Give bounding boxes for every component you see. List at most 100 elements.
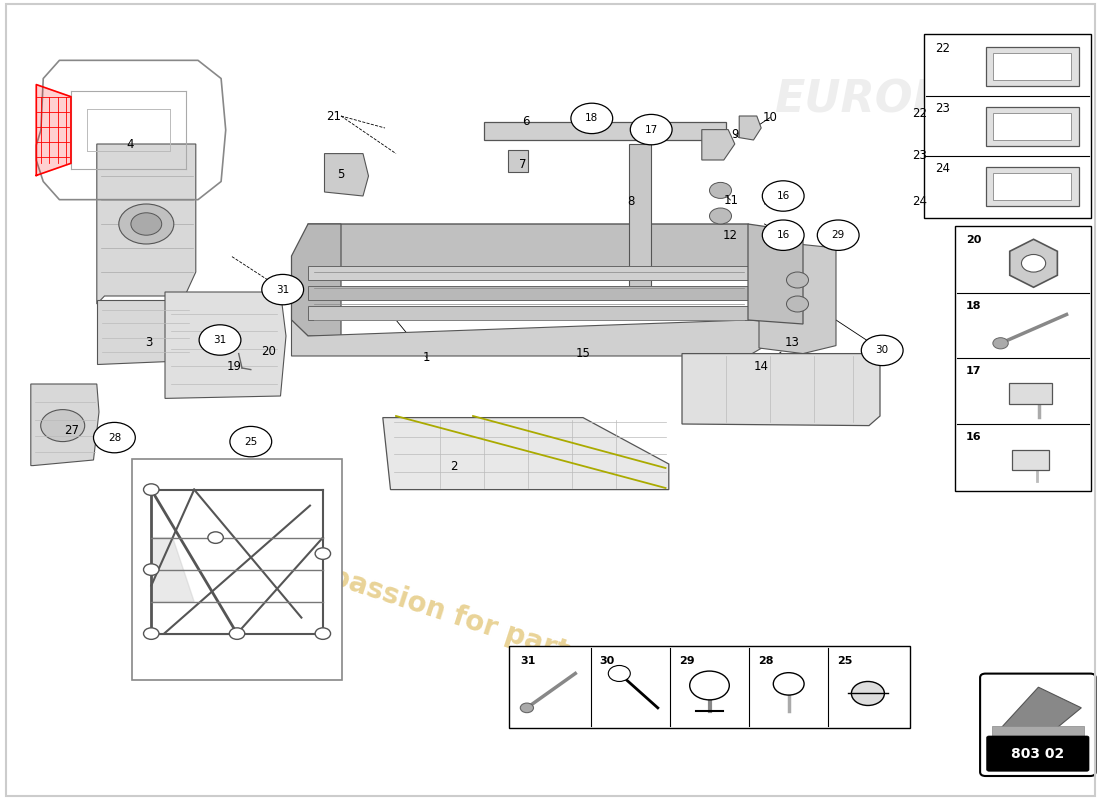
FancyBboxPatch shape — [509, 646, 910, 728]
Text: 27: 27 — [64, 424, 79, 437]
FancyBboxPatch shape — [132, 459, 342, 680]
Polygon shape — [759, 240, 836, 354]
Polygon shape — [36, 85, 72, 175]
Circle shape — [41, 410, 85, 442]
Text: 803 02: 803 02 — [1011, 747, 1065, 762]
FancyBboxPatch shape — [980, 674, 1096, 776]
Circle shape — [230, 426, 272, 457]
Polygon shape — [292, 320, 803, 356]
Text: 20: 20 — [966, 235, 981, 245]
Circle shape — [710, 182, 732, 198]
Polygon shape — [999, 687, 1081, 730]
Circle shape — [630, 114, 672, 145]
Circle shape — [119, 204, 174, 244]
Circle shape — [710, 208, 732, 224]
Text: 23: 23 — [912, 149, 927, 162]
Circle shape — [262, 274, 304, 305]
Text: 28: 28 — [758, 656, 773, 666]
Circle shape — [571, 103, 613, 134]
Circle shape — [143, 628, 160, 639]
Circle shape — [143, 484, 160, 495]
Text: 16: 16 — [777, 191, 790, 201]
Text: 25: 25 — [244, 437, 257, 446]
FancyBboxPatch shape — [993, 173, 1071, 201]
Polygon shape — [31, 384, 99, 466]
Polygon shape — [308, 286, 748, 300]
Polygon shape — [484, 122, 726, 140]
Text: 16: 16 — [777, 230, 790, 240]
FancyBboxPatch shape — [955, 226, 1091, 491]
Text: 31: 31 — [520, 656, 536, 666]
FancyBboxPatch shape — [993, 53, 1071, 80]
FancyBboxPatch shape — [986, 167, 1079, 206]
FancyBboxPatch shape — [924, 34, 1091, 218]
Text: 4: 4 — [126, 138, 133, 150]
Text: 12: 12 — [723, 229, 738, 242]
Circle shape — [690, 671, 729, 700]
Text: 18: 18 — [585, 114, 598, 123]
Circle shape — [315, 548, 331, 559]
Circle shape — [851, 682, 884, 706]
Text: 21: 21 — [326, 110, 341, 122]
Circle shape — [143, 564, 160, 575]
FancyBboxPatch shape — [1010, 383, 1053, 404]
Text: 8: 8 — [628, 195, 635, 208]
Polygon shape — [97, 144, 196, 304]
Polygon shape — [682, 354, 880, 426]
Text: 30: 30 — [600, 656, 615, 666]
Text: 23: 23 — [935, 102, 950, 115]
Circle shape — [762, 220, 804, 250]
Polygon shape — [739, 116, 761, 140]
Text: 31: 31 — [213, 335, 227, 345]
Circle shape — [208, 532, 223, 543]
Text: 1: 1 — [424, 351, 430, 364]
Circle shape — [861, 335, 903, 366]
Text: 22: 22 — [935, 42, 950, 55]
Text: 15: 15 — [575, 347, 591, 360]
FancyBboxPatch shape — [993, 113, 1071, 141]
Polygon shape — [308, 224, 792, 272]
Polygon shape — [292, 224, 341, 336]
Polygon shape — [508, 150, 528, 172]
Circle shape — [786, 272, 808, 288]
Polygon shape — [308, 306, 748, 320]
Polygon shape — [152, 538, 194, 602]
Text: 31: 31 — [276, 285, 289, 294]
FancyBboxPatch shape — [987, 736, 1089, 771]
Text: 30: 30 — [876, 346, 889, 355]
Polygon shape — [324, 154, 369, 196]
FancyBboxPatch shape — [986, 107, 1079, 146]
Text: 5: 5 — [338, 168, 344, 181]
Circle shape — [773, 673, 804, 695]
Circle shape — [993, 338, 1009, 349]
Text: 17: 17 — [966, 366, 981, 376]
Text: 24: 24 — [912, 195, 927, 208]
Circle shape — [817, 220, 859, 250]
Polygon shape — [383, 418, 669, 490]
Polygon shape — [702, 130, 735, 160]
Text: 14: 14 — [754, 360, 769, 373]
Circle shape — [1022, 254, 1046, 272]
Circle shape — [315, 628, 331, 639]
Text: 7: 7 — [519, 158, 526, 170]
Text: 2: 2 — [451, 460, 458, 473]
Text: 11: 11 — [724, 194, 739, 206]
Text: 29: 29 — [832, 230, 845, 240]
Text: 10: 10 — [762, 111, 778, 124]
Polygon shape — [165, 292, 286, 398]
Circle shape — [229, 628, 245, 639]
Circle shape — [131, 213, 162, 235]
Circle shape — [199, 325, 241, 355]
Polygon shape — [97, 300, 192, 364]
Text: a passion for parts since 1985: a passion for parts since 1985 — [299, 554, 757, 726]
Text: 13: 13 — [784, 336, 800, 349]
FancyBboxPatch shape — [1012, 450, 1049, 470]
Polygon shape — [308, 266, 748, 280]
FancyBboxPatch shape — [986, 47, 1079, 86]
Circle shape — [762, 181, 804, 211]
Text: 3: 3 — [145, 336, 152, 349]
Circle shape — [520, 703, 534, 713]
Text: 20: 20 — [261, 346, 276, 358]
Text: 18: 18 — [966, 301, 981, 310]
Text: 19: 19 — [227, 360, 242, 373]
